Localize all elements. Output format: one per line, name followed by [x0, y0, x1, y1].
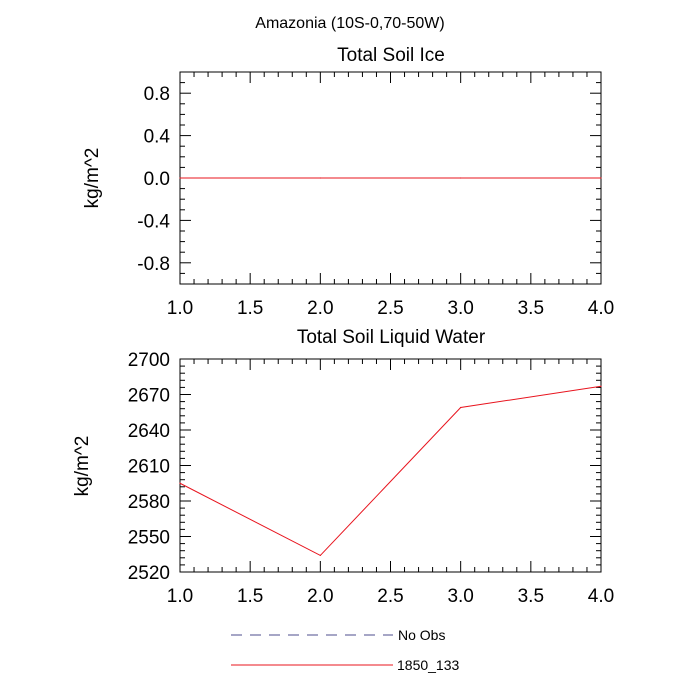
x-tick-label: 2.0 [307, 298, 333, 319]
legend: No Obs 1850_133 [231, 627, 460, 673]
x-tick-labels-soil-liquid-water: 1.0 1.5 2.0 2.5 3.0 3.5 4.0 [167, 586, 614, 607]
y-tick-labels-soil-liquid-water: 2520 2550 2580 2610 2640 2670 2700 [128, 350, 170, 584]
x-tick-label: 4.0 [588, 586, 614, 607]
series-line-1850_133 [179, 385, 602, 557]
x-tick-label: 3.5 [518, 298, 544, 319]
y-tick-label: 2520 [128, 563, 170, 584]
y-tick-label: 0.8 [144, 84, 170, 105]
legend-label-no-obs: No Obs [398, 627, 445, 643]
data-point [600, 385, 602, 387]
x-tick-label: 3.0 [447, 298, 473, 319]
y-axis-label-soil-ice: kg/m^2 [82, 148, 103, 209]
y-tick-label: 2580 [128, 492, 170, 513]
y-axis-label-soil-liquid-water: kg/m^2 [72, 436, 93, 497]
x-tick-label: 1.0 [167, 586, 193, 607]
y-tick-label: 0.0 [144, 169, 170, 190]
ticks-soil-liquid-water [179, 358, 602, 573]
data-point [460, 177, 462, 179]
y-tick-label: 0.4 [144, 127, 171, 148]
x-tick-label: 2.0 [307, 586, 333, 607]
x-tick-label: 2.5 [377, 586, 403, 607]
y-tick-label: -0.8 [137, 254, 170, 275]
panel-soil-ice: Total Soil Ice kg/m^2 1.0 1.5 2.0 2.5 3.0 3.5… [82, 45, 614, 319]
y-tick-label: 2610 [128, 457, 170, 478]
x-tick-label: 3.5 [518, 586, 544, 607]
x-tick-label: 3.0 [447, 586, 473, 607]
plot-frame-soil-liquid-water [179, 358, 602, 573]
data-point [179, 482, 181, 484]
data-point [460, 406, 462, 409]
x-tick-label: 1.0 [167, 298, 193, 319]
y-tick-label: -0.4 [137, 211, 170, 232]
legend-label-1850-133: 1850_133 [397, 657, 460, 673]
y-tick-label: 2640 [128, 421, 170, 442]
x-tick-label: 2.5 [377, 298, 403, 319]
panel-title-soil-ice: Total Soil Ice [337, 45, 445, 66]
series-soil-liquid-water [179, 385, 602, 557]
x-tick-label: 1.5 [237, 298, 263, 319]
x-tick-label: 1.5 [237, 586, 263, 607]
page-title: Amazonia (10S-0,70-50W) [255, 15, 444, 32]
x-tick-labels-soil-ice: 1.0 1.5 2.0 2.5 3.0 3.5 4.0 [167, 298, 614, 319]
y-tick-label: 2670 [128, 386, 170, 407]
y-tick-label: 2700 [128, 350, 170, 371]
y-tick-labels-soil-ice: -0.8 -0.4 0.0 0.4 0.8 [137, 84, 170, 275]
data-point [600, 177, 602, 179]
data-point [319, 177, 321, 179]
y-tick-label: 2550 [128, 528, 170, 549]
series-soil-ice [179, 177, 602, 179]
panel-title-soil-liquid-water: Total Soil Liquid Water [297, 327, 486, 348]
data-point [319, 554, 321, 557]
panel-soil-liquid-water: Total Soil Liquid Water kg/m^2 1.0 1.5 2.0… [72, 327, 614, 607]
ticks-soil-ice [179, 71, 602, 285]
x-tick-label: 4.0 [588, 298, 614, 319]
data-point [179, 177, 181, 179]
